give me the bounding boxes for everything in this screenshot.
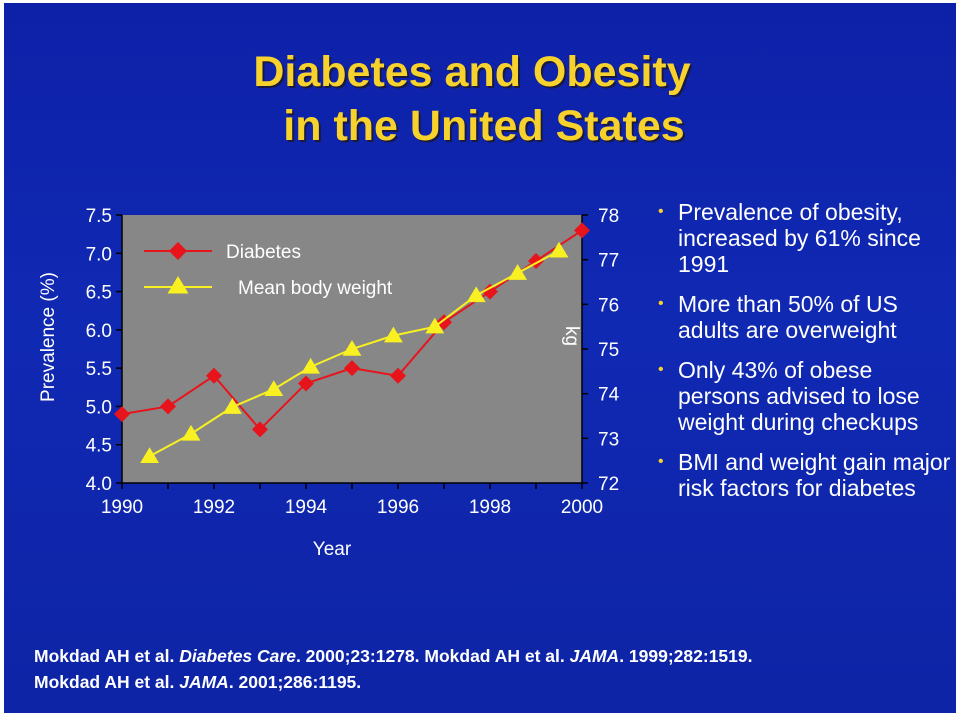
citation-journal: JAMA bbox=[179, 672, 229, 692]
title-line-1: Diabetes and Obesity bbox=[253, 48, 691, 96]
citation-line-1: Mokdad AH et al. Diabetes Care. 2000;23:… bbox=[34, 643, 934, 669]
data-point bbox=[140, 447, 160, 463]
citation: Mokdad AH et al. Diabetes Care. 2000;23:… bbox=[34, 643, 934, 695]
y-tick-label: 6.5 bbox=[86, 283, 112, 304]
y2-tick-label: 76 bbox=[598, 295, 619, 316]
y2-tick-label: 73 bbox=[598, 429, 619, 450]
legend-label: Mean body weight bbox=[238, 278, 393, 299]
chart: 4.0 4.5 5.0 5.5 6.0 6.5 7.0 7.5 72 73 74 75 76 77 78 19… bbox=[38, 206, 620, 560]
data-point bbox=[574, 222, 590, 239]
legend-marker bbox=[169, 242, 187, 260]
data-point bbox=[264, 380, 284, 396]
bullet-list: Prevalence of obesity, increased by 61% … bbox=[656, 199, 956, 515]
y-axis-label: Prevalence (%) bbox=[38, 272, 59, 402]
x-tick-label: 1990 bbox=[101, 497, 143, 518]
y2-tick-label: 77 bbox=[598, 251, 619, 272]
legend-label: Diabetes bbox=[226, 242, 301, 263]
legend-marker bbox=[167, 276, 189, 294]
data-point bbox=[301, 357, 321, 374]
citation-text: . 2000;23:1278. Mokdad AH et al. bbox=[295, 646, 570, 666]
data-point bbox=[160, 398, 176, 415]
data-point bbox=[206, 367, 222, 384]
data-point bbox=[114, 406, 130, 423]
data-point bbox=[390, 367, 406, 384]
x-tick-label: 1994 bbox=[285, 497, 328, 518]
data-point bbox=[181, 424, 201, 441]
y2-tick-label: 72 bbox=[598, 474, 619, 495]
data-point bbox=[342, 340, 362, 356]
title-line-2: in the United States bbox=[283, 102, 685, 150]
y2-tick-label: 74 bbox=[598, 385, 620, 406]
bullet-item: More than 50% of US adults are overweigh… bbox=[656, 291, 956, 343]
x-axis-label: Year bbox=[313, 539, 352, 560]
bullet-item: Only 43% of obese persons advised to los… bbox=[656, 357, 956, 435]
x-tick-label: 2000 bbox=[561, 497, 603, 518]
y-tick-label: 5.0 bbox=[86, 397, 112, 418]
y-tick-label: 7.5 bbox=[86, 206, 112, 227]
bullet-item: BMI and weight gain major risk factors f… bbox=[656, 449, 956, 501]
data-point bbox=[436, 314, 452, 331]
citation-line-2: Mokdad AH et al. JAMA. 2001;286:1195. bbox=[34, 669, 934, 695]
citation-text: Mokdad AH et al. bbox=[34, 672, 180, 692]
y-tick-label: 7.0 bbox=[86, 244, 112, 265]
data-point bbox=[344, 360, 360, 377]
y-tick-label: 6.0 bbox=[86, 321, 112, 342]
citation-journal: JAMA bbox=[569, 646, 620, 666]
x-tick-label: 1996 bbox=[377, 497, 419, 518]
bullet-item: Prevalence of obesity, increased by 61% … bbox=[656, 199, 956, 277]
citation-text: . 1999;282:1519. bbox=[619, 646, 753, 666]
y2-tick-label: 75 bbox=[598, 340, 619, 361]
data-point bbox=[252, 421, 268, 438]
y-tick-label: 4.5 bbox=[86, 436, 112, 457]
y2-tick-label: 78 bbox=[598, 206, 619, 227]
x-tick-label: 1992 bbox=[193, 497, 235, 518]
y-tick-label: 4.0 bbox=[86, 474, 112, 495]
slide-title: Diabetes and Obesity in the United State… bbox=[4, 45, 956, 153]
data-point bbox=[508, 264, 528, 280]
citation-text: . 2001;286:1195. bbox=[228, 672, 362, 692]
y2-axis-label: kg bbox=[561, 326, 582, 346]
data-point bbox=[466, 286, 486, 303]
x-tick-label: 1998 bbox=[469, 497, 511, 518]
citation-journal: Diabetes Care bbox=[179, 646, 296, 666]
data-point bbox=[298, 375, 314, 392]
data-point bbox=[383, 326, 403, 343]
citation-text: Mokdad AH et al. bbox=[34, 646, 180, 666]
data-point bbox=[425, 317, 445, 334]
y-tick-label: 5.5 bbox=[86, 359, 112, 380]
data-point bbox=[482, 283, 498, 300]
data-point bbox=[222, 398, 242, 414]
data-point bbox=[549, 241, 569, 258]
slide: Diabetes and Obesity in the United State… bbox=[4, 3, 956, 713]
